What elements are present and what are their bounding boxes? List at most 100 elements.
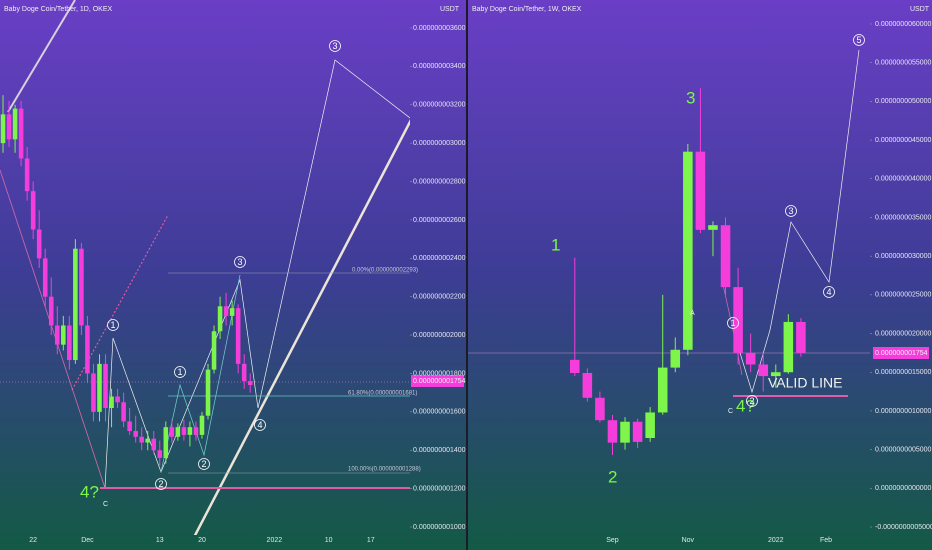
candle-body (169, 427, 175, 437)
x-tick-label: 2022 (768, 537, 784, 544)
wave-label: 2 (158, 479, 163, 489)
price-tag-label: 0.000000001754 (413, 378, 466, 385)
axis-unit: USDT (440, 6, 460, 13)
annotation: 4? (80, 482, 99, 501)
y-tick-label: 0.0000000020000 (875, 330, 932, 337)
candle-body (79, 248, 84, 326)
candle-body (181, 427, 187, 435)
y-tick-label: 0.000000002800 (413, 178, 466, 185)
wave-circle (155, 478, 167, 490)
y-tick-label: 0.0000000050000 (875, 98, 932, 105)
wave-circle (254, 419, 266, 431)
y-tick-label: 0.0000000030000 (875, 253, 932, 260)
candle-body (30, 191, 36, 230)
y-tick-label: 0.000000003000 (413, 140, 466, 147)
annotation: A (690, 310, 695, 317)
candle-body (229, 308, 235, 316)
candle-body (103, 363, 108, 409)
x-tick-label: Feb (820, 537, 832, 544)
annotation: 3 (686, 88, 695, 107)
y-tick-label: 0.0000000055000 (875, 60, 932, 67)
x-tick-label: 20 (198, 537, 206, 544)
y-tick-label: 0.000000003200 (413, 102, 466, 109)
candle-body (211, 331, 217, 370)
candle-body (683, 151, 693, 350)
annotation: 1 (551, 235, 560, 254)
chart-title: Baby Doge Coin/Tether, 1W, OKEX (472, 6, 582, 13)
axis-unit: USDT (910, 6, 930, 13)
annotation: 0.00%(0.000000002293) (352, 268, 418, 274)
wave-line (104, 59, 410, 489)
candle-body (187, 427, 193, 435)
y-tick-label: 0.000000001800 (413, 370, 466, 377)
trend-line (7, 0, 76, 113)
y-tick-label: 0.0000000040000 (875, 176, 932, 183)
candle-body (18, 108, 24, 159)
candle-body (85, 325, 90, 374)
y-tick-label: 0.000000001600 (413, 409, 466, 416)
wave-label: 5 (856, 35, 861, 45)
candle-body (720, 225, 731, 288)
candle-body (771, 372, 781, 377)
wave-circle (746, 395, 758, 407)
candle-body (145, 438, 151, 443)
candle-body (657, 367, 668, 413)
y-tick-label: 0.000000003600 (413, 25, 466, 32)
candle-body (12, 108, 18, 140)
candle-body (36, 229, 42, 259)
candle-body (223, 306, 229, 316)
candle-body (139, 436, 144, 443)
annotation: 4? (736, 396, 755, 415)
candle-body (175, 427, 181, 437)
candle-body (109, 396, 114, 409)
candle-body (570, 359, 580, 374)
candle-body (247, 381, 253, 385)
candle-body (205, 369, 211, 416)
wave-label: 1 (110, 320, 115, 330)
candle-body (73, 248, 78, 361)
y-tick-label: 0.0000000035000 (875, 214, 932, 221)
wave-label: 1 (177, 367, 182, 377)
x-tick-label: Dec (81, 537, 94, 544)
y-tick-label: 0.0000000060000 (875, 21, 932, 28)
x-tick-label: 17 (367, 537, 375, 544)
channel-line (193, 119, 410, 535)
wave-label: 2 (201, 459, 206, 469)
candle-body (115, 396, 120, 403)
y-tick-label: 0.0000000025000 (875, 292, 932, 299)
wave-line (721, 279, 743, 376)
candle-body (133, 431, 138, 437)
x-tick-label: 13 (156, 537, 164, 544)
wave-circle (823, 286, 835, 298)
annotation: C (103, 501, 108, 508)
candle-body (632, 421, 643, 442)
wave-circle (107, 319, 119, 331)
annotation: C (728, 408, 733, 415)
candle-body (595, 397, 605, 421)
annotation: 100.00%(0.000000001288) (348, 467, 421, 473)
candle-body (235, 308, 241, 364)
candle-body (42, 258, 48, 297)
y-tick-label: 0.0000000010000 (875, 408, 932, 415)
y-tick-label: 0.000000002600 (413, 217, 466, 224)
annotation: 2 (608, 467, 617, 486)
candle-body (0, 114, 6, 144)
drawings (468, 49, 870, 397)
candle-body (48, 296, 54, 326)
annotation: VALID LINE (768, 375, 842, 391)
candle-body (620, 421, 630, 443)
price-tag-label: 0.000000001754 (875, 350, 928, 357)
x-tick-label: Sep (606, 537, 619, 544)
chart-title: Baby Doge Coin/Tether, 1D, OKEX (4, 6, 112, 13)
candle-body (670, 349, 681, 368)
candle-body (582, 373, 593, 398)
candle-body (733, 287, 743, 353)
wave-label: 3 (237, 257, 242, 267)
y-tick-label: 0.000000002000 (413, 332, 466, 339)
wave-label: 4 (826, 287, 831, 297)
y-tick-label: 0.0000000045000 (875, 137, 932, 144)
divider (466, 0, 468, 550)
x-tick-label: Nov (682, 537, 695, 544)
panel-bg (0, 0, 466, 550)
y-tick-label: 0.000000002200 (413, 294, 466, 301)
